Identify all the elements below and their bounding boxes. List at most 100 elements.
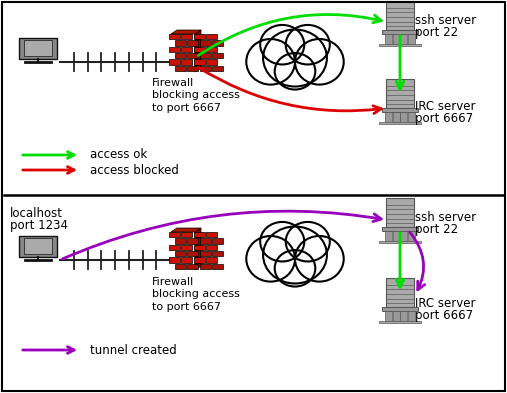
Text: IRC server: IRC server xyxy=(415,297,476,310)
Text: port 22: port 22 xyxy=(415,223,458,236)
Polygon shape xyxy=(195,30,201,72)
FancyBboxPatch shape xyxy=(181,232,192,237)
FancyArrowPatch shape xyxy=(62,211,381,259)
FancyBboxPatch shape xyxy=(169,34,179,39)
Ellipse shape xyxy=(286,25,330,64)
Ellipse shape xyxy=(246,236,295,282)
Ellipse shape xyxy=(295,39,344,84)
FancyBboxPatch shape xyxy=(200,251,211,256)
Ellipse shape xyxy=(260,25,304,64)
Ellipse shape xyxy=(260,222,304,261)
Ellipse shape xyxy=(275,53,315,90)
FancyBboxPatch shape xyxy=(212,264,223,269)
Text: port 6667: port 6667 xyxy=(415,112,473,125)
Polygon shape xyxy=(171,228,201,232)
Ellipse shape xyxy=(263,29,327,86)
FancyBboxPatch shape xyxy=(200,66,211,71)
FancyBboxPatch shape xyxy=(212,251,223,256)
Polygon shape xyxy=(385,231,392,241)
FancyBboxPatch shape xyxy=(175,238,186,244)
FancyBboxPatch shape xyxy=(200,53,211,59)
Polygon shape xyxy=(385,112,392,122)
FancyArrowPatch shape xyxy=(198,15,381,55)
Text: access blocked: access blocked xyxy=(90,163,179,176)
Text: Firewall
blocking access
to port 6667: Firewall blocking access to port 6667 xyxy=(152,78,240,113)
FancyArrowPatch shape xyxy=(23,152,74,158)
FancyBboxPatch shape xyxy=(187,53,198,59)
Text: ssh server: ssh server xyxy=(415,211,476,224)
Polygon shape xyxy=(382,307,418,310)
FancyBboxPatch shape xyxy=(181,245,192,250)
FancyBboxPatch shape xyxy=(206,245,217,250)
Polygon shape xyxy=(379,44,421,46)
Text: tunnel created: tunnel created xyxy=(90,343,177,356)
Text: ssh server: ssh server xyxy=(415,14,476,27)
FancyBboxPatch shape xyxy=(187,238,198,244)
Ellipse shape xyxy=(246,39,295,84)
Polygon shape xyxy=(386,79,414,108)
Text: IRC server: IRC server xyxy=(415,100,476,113)
FancyArrowPatch shape xyxy=(396,233,404,287)
Polygon shape xyxy=(386,198,414,227)
FancyBboxPatch shape xyxy=(200,264,211,269)
FancyBboxPatch shape xyxy=(187,251,198,256)
FancyBboxPatch shape xyxy=(200,238,211,244)
Polygon shape xyxy=(401,112,407,122)
FancyBboxPatch shape xyxy=(169,232,179,237)
Polygon shape xyxy=(195,228,201,270)
FancyBboxPatch shape xyxy=(206,257,217,263)
FancyBboxPatch shape xyxy=(212,66,223,71)
Ellipse shape xyxy=(295,236,344,282)
FancyBboxPatch shape xyxy=(187,66,198,71)
Polygon shape xyxy=(408,112,415,122)
Polygon shape xyxy=(393,310,400,321)
Text: localhost: localhost xyxy=(10,207,63,220)
Polygon shape xyxy=(19,38,57,59)
Polygon shape xyxy=(382,108,418,112)
FancyBboxPatch shape xyxy=(181,59,192,65)
FancyBboxPatch shape xyxy=(181,47,192,52)
Ellipse shape xyxy=(275,250,315,286)
Polygon shape xyxy=(379,241,421,243)
FancyArrowPatch shape xyxy=(410,232,425,290)
FancyBboxPatch shape xyxy=(181,257,192,263)
FancyBboxPatch shape xyxy=(206,59,217,65)
Polygon shape xyxy=(379,122,421,124)
FancyBboxPatch shape xyxy=(194,47,204,52)
Polygon shape xyxy=(401,34,407,44)
FancyBboxPatch shape xyxy=(175,66,186,71)
FancyBboxPatch shape xyxy=(175,53,186,59)
Text: Firewall
blocking access
to port 6667: Firewall blocking access to port 6667 xyxy=(152,277,240,312)
Polygon shape xyxy=(393,231,400,241)
Polygon shape xyxy=(19,236,57,257)
FancyArrowPatch shape xyxy=(198,68,381,114)
Polygon shape xyxy=(23,40,52,56)
FancyBboxPatch shape xyxy=(206,34,217,39)
FancyBboxPatch shape xyxy=(194,59,204,65)
Polygon shape xyxy=(382,227,418,231)
Ellipse shape xyxy=(263,226,327,283)
FancyBboxPatch shape xyxy=(194,34,204,39)
FancyBboxPatch shape xyxy=(194,257,204,263)
Text: port 22: port 22 xyxy=(415,26,458,39)
Polygon shape xyxy=(401,231,407,241)
FancyArrowPatch shape xyxy=(396,36,404,89)
Polygon shape xyxy=(23,239,52,254)
FancyArrowPatch shape xyxy=(23,347,74,353)
FancyBboxPatch shape xyxy=(181,34,192,39)
FancyBboxPatch shape xyxy=(212,53,223,59)
FancyBboxPatch shape xyxy=(206,232,217,237)
FancyBboxPatch shape xyxy=(212,40,223,46)
FancyBboxPatch shape xyxy=(169,245,179,250)
Polygon shape xyxy=(385,310,392,321)
Polygon shape xyxy=(408,310,415,321)
Polygon shape xyxy=(408,231,415,241)
FancyBboxPatch shape xyxy=(169,59,179,65)
FancyBboxPatch shape xyxy=(187,40,198,46)
Text: access ok: access ok xyxy=(90,149,147,162)
Polygon shape xyxy=(385,34,392,44)
FancyArrowPatch shape xyxy=(23,167,74,173)
FancyBboxPatch shape xyxy=(175,264,186,269)
FancyBboxPatch shape xyxy=(206,47,217,52)
Polygon shape xyxy=(408,34,415,44)
